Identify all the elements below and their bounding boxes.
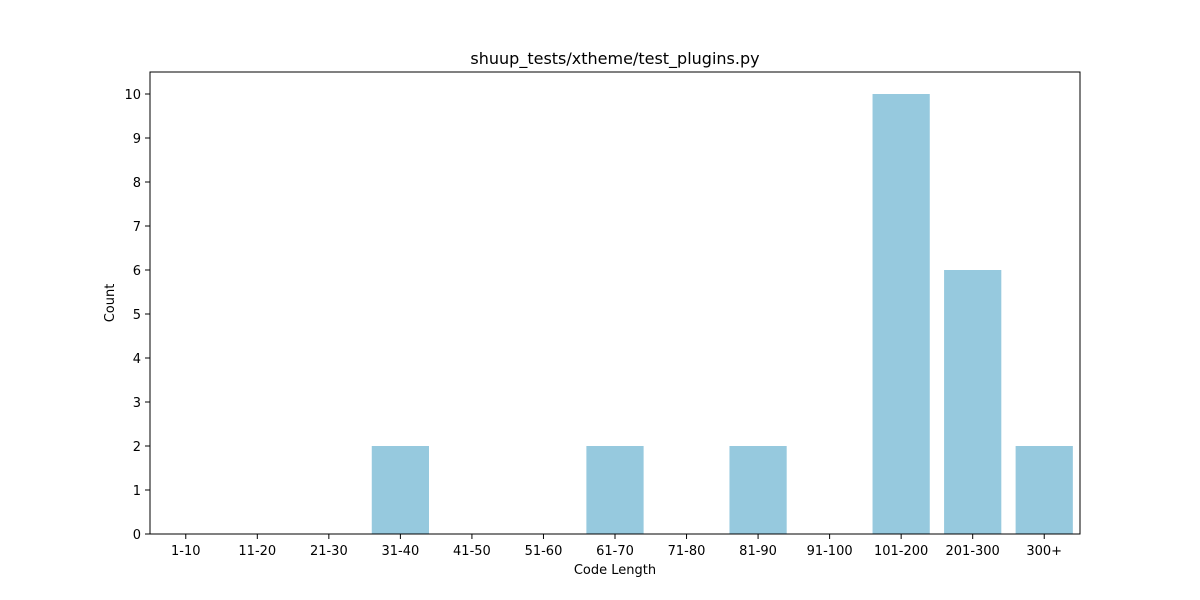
y-tick-label: 8 <box>133 176 141 191</box>
y-axis-label: Count <box>103 284 118 323</box>
y-tick-label: 2 <box>133 440 141 455</box>
y-tick-label: 6 <box>133 264 141 279</box>
bar-300+ <box>1015 446 1073 534</box>
x-tick-label: 71-80 <box>668 544 706 559</box>
bar-61-70 <box>586 446 644 534</box>
y-tick-label: 7 <box>133 220 141 235</box>
y-tick-label: 0 <box>133 528 141 543</box>
x-tick-label: 11-20 <box>238 544 276 559</box>
y-tick-label: 1 <box>133 484 141 499</box>
plot-frame <box>149 71 1081 535</box>
y-tick-label: 4 <box>133 352 141 367</box>
y-tick-label: 3 <box>133 396 141 411</box>
y-tick-label: 10 <box>124 88 141 103</box>
x-tick-label: 21-30 <box>310 544 348 559</box>
x-tick-label: 51-60 <box>525 544 563 559</box>
x-axis-label: Code Length <box>574 563 656 578</box>
x-tick-label: 81-90 <box>739 544 777 559</box>
bar-81-90 <box>729 446 787 534</box>
x-tick-label: 31-40 <box>381 544 419 559</box>
bar-201-300 <box>944 270 1002 534</box>
x-tick-label: 41-50 <box>453 544 491 559</box>
bars-group <box>371 94 1073 534</box>
bar-31-40 <box>371 446 429 534</box>
y-tick-label: 9 <box>133 132 141 147</box>
x-tick-label: 61-70 <box>596 544 634 559</box>
x-axis-ticks: 1-10 11-20 21-30 31-40 41-50 51-60 61-70 71-80 8… <box>171 534 1062 559</box>
bar-101-200 <box>872 94 930 534</box>
x-tick-label: 1-10 <box>171 544 201 559</box>
x-tick-label: 91-100 <box>807 544 853 559</box>
y-tick-label: 5 <box>133 308 141 323</box>
x-tick-label: 201-300 <box>946 544 1000 559</box>
x-tick-label: 101-200 <box>874 544 928 559</box>
y-axis-ticks: 0 1 2 3 4 5 6 7 8 9 10 <box>124 88 150 543</box>
chart-title: shuup_tests/xtheme/test_plugins.py <box>470 49 759 69</box>
x-tick-label: 300+ <box>1026 544 1062 559</box>
